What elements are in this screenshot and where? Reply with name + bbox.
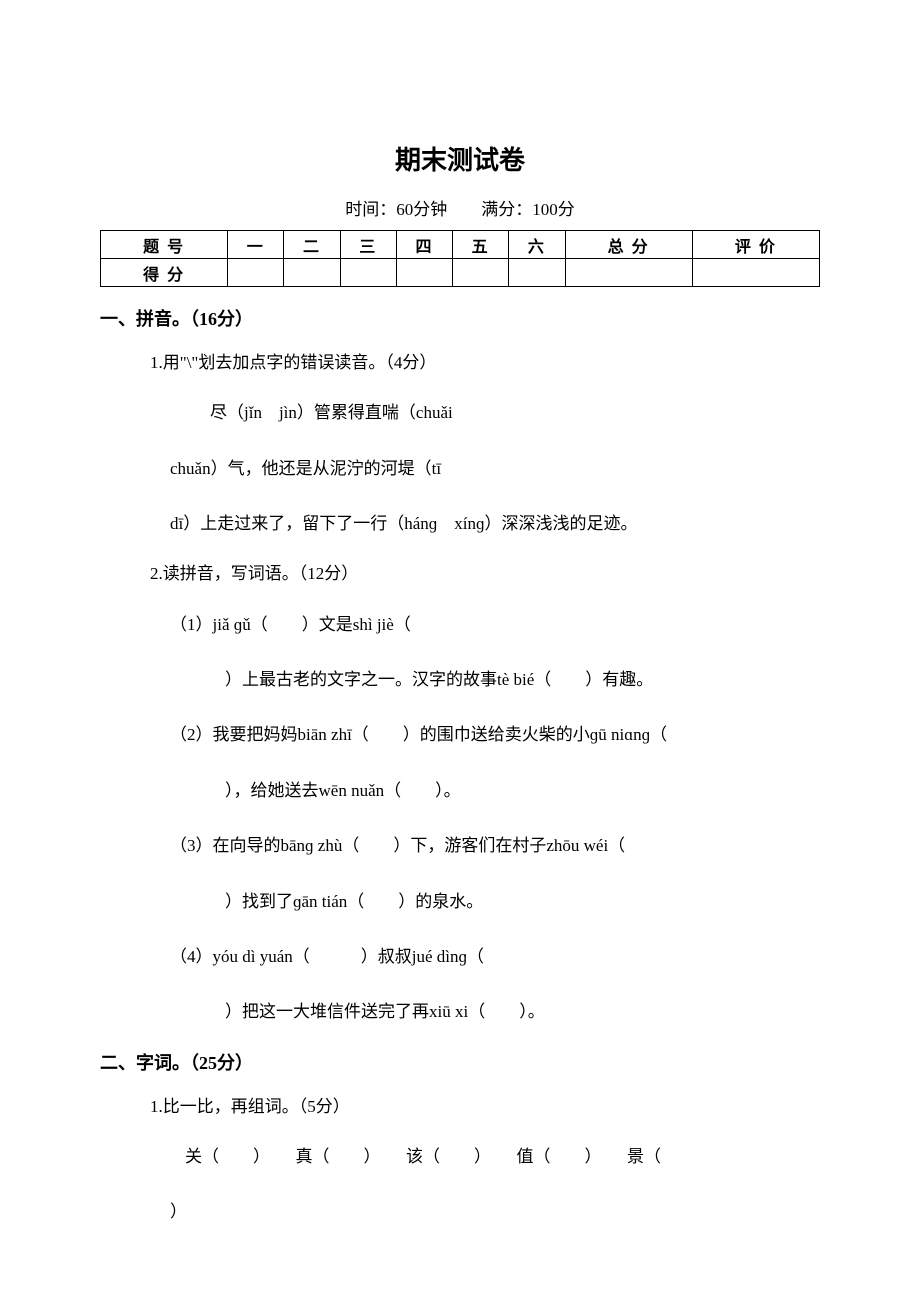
table-cell [565, 259, 692, 287]
table-cell: 总 分 [565, 231, 692, 259]
table-cell [228, 259, 284, 287]
table-cell: 二 [284, 231, 340, 259]
question-1-1-text: chuǎn）气，他还是从泥泞的河堤（tī [170, 450, 820, 487]
table-cell: 四 [396, 231, 452, 259]
document-subtitle: 时间：60分钟 满分：100分 [100, 195, 820, 220]
question-1-2-4: （4）yóu dì yuán（ ）叔叔jué dìnɡ（ [170, 938, 820, 975]
section-1-heading: 一、拼音。（16分） [100, 305, 820, 331]
table-cell [396, 259, 452, 287]
question-1-2-3: （3）在向导的bānɡ zhù（ ）下，游客们在村子zhōu wéi（ [170, 827, 820, 864]
question-1-1: 1.用"\"划去加点字的错误读音。（4分） [150, 349, 820, 376]
question-1-2-1-cont: ）上最古老的文字之一。汉字的故事tè bié（ ）有趣。 [225, 661, 820, 698]
section-2-heading: 二、字词。（25分） [100, 1049, 820, 1075]
question-1-2-2-cont: ），给她送去wēn nuǎn（ ）。 [225, 772, 820, 809]
table-cell: 六 [509, 231, 565, 259]
question-1-2-2: （2）我要把妈妈biān zhī（ ）的围巾送给卖火柴的小ɡū niɑnɡ（ [170, 716, 820, 753]
table-cell [284, 259, 340, 287]
table-cell: 评 价 [692, 231, 819, 259]
table-cell [509, 259, 565, 287]
table-cell: 五 [453, 231, 509, 259]
question-2-1: 1.比一比，再组词。（5分） [150, 1093, 820, 1120]
score-table: 题 号 一 二 三 四 五 六 总 分 评 价 得 分 [100, 230, 820, 287]
table-header-row: 题 号 一 二 三 四 五 六 总 分 评 价 [101, 231, 820, 259]
table-cell: 得 分 [101, 259, 228, 287]
question-1-2-4-cont: ）把这一大堆信件送完了再xiū xi（ ）。 [225, 993, 820, 1030]
question-1-2-1: （1）jiǎ ɡǔ（ ）文是shì jiè（ [170, 606, 820, 643]
table-cell: 三 [340, 231, 396, 259]
table-cell [453, 259, 509, 287]
table-cell: 题 号 [101, 231, 228, 259]
question-2-1-line: 关（ ） 真（ ） 该（ ） 值（ ） 景（ [185, 1138, 820, 1175]
document-title: 期末测试卷 [100, 140, 820, 177]
table-cell: 一 [228, 231, 284, 259]
question-1-1-text: dī）上走过来了，留下了一行（hánɡ xínɡ）深深浅浅的足迹。 [170, 505, 820, 542]
table-cell [692, 259, 819, 287]
table-cell [340, 259, 396, 287]
question-2-1-line-cont: ） [170, 1193, 820, 1230]
table-score-row: 得 分 [101, 259, 820, 287]
question-1-2-3-cont: ）找到了ɡān tián（ ）的泉水。 [225, 883, 820, 920]
question-1-1-text: 尽（jǐn jìn）管累得直喘（chuǎi [210, 394, 820, 431]
question-1-2: 2.读拼音，写词语。（12分） [150, 560, 820, 587]
